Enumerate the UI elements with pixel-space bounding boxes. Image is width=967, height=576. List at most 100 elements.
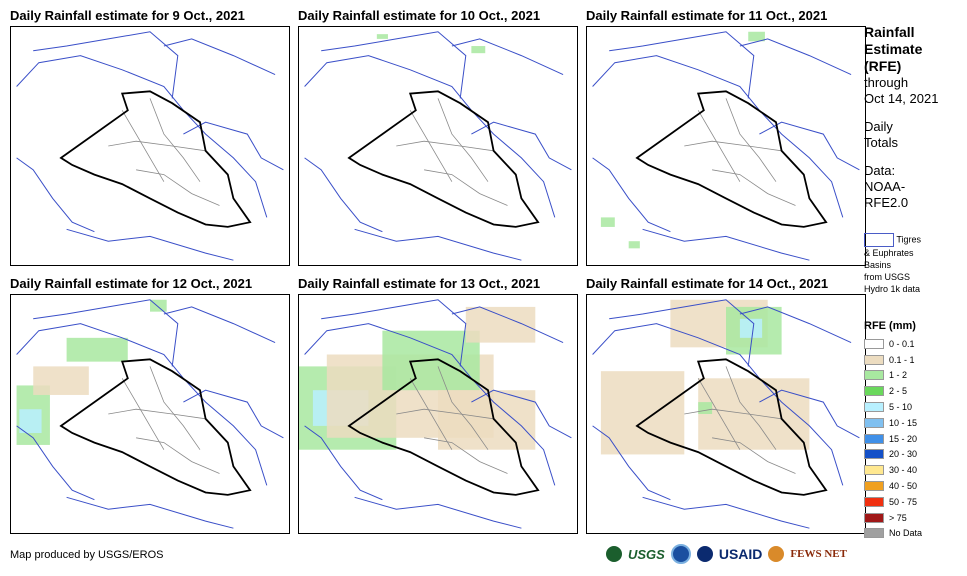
basin-boundary [321,299,467,367]
province-boundary [409,378,453,450]
rainfall-area [698,402,713,414]
map-frame [298,26,578,266]
province-boundary [424,437,508,474]
province-boundary [136,169,220,206]
fews-emblem-icon [768,546,785,562]
basin-line-1: Tigres [896,234,922,245]
rfe-swatch [864,402,884,413]
rfe-legend-item: 20 - 30 [864,447,922,463]
map-panel-title: Daily Rainfall estimate for 14 Oct., 202… [586,276,829,291]
basin-boundary [16,323,268,486]
through-date: Oct 14, 2021 [864,91,939,106]
province-boundary [697,378,741,450]
province-boundary [108,140,206,152]
usgs-emblem-icon [606,546,622,562]
province-boundary [684,140,782,152]
basin-boundary [592,425,671,501]
basin-boundary [354,228,522,261]
rainfall-area [600,217,615,227]
province-boundary [396,408,494,420]
legend-title-line-1: Rainfall [864,24,915,40]
province-boundary [697,110,741,182]
rfe-legend-item: 0 - 0.1 [864,336,922,352]
province-boundary [409,110,453,182]
country-boundary [347,90,540,228]
basin-boundary [163,38,276,76]
country-boundary [59,358,252,496]
basin-line-3: Basins [864,260,892,270]
province-boundary [149,366,201,450]
basin-boundary [471,389,572,439]
province-boundary [121,378,165,450]
basin-boundary [739,38,852,76]
rfe-legend-title: RFE (mm) [864,320,916,332]
map-frame [298,294,578,534]
province-boundary [437,98,489,182]
data-source-2: RFE2.0 [864,195,909,210]
rfe-label: 1 - 2 [889,370,908,381]
province-boundary [149,98,201,182]
basin-boundary [183,389,284,439]
province-boundary [684,408,782,420]
province-boundary [725,98,777,182]
basin-line-4: from USGS [864,272,911,282]
rfe-swatch [864,465,884,476]
rfe-swatch [864,496,884,507]
province-boundary [424,169,508,206]
basin-boundary [354,496,522,529]
rfe-legend-item: 30 - 40 [864,462,922,478]
rfe-label: 40 - 50 [889,481,918,492]
rfe-legend-item: 10 - 15 [864,415,922,431]
rfe-label: 15 - 20 [889,433,918,444]
rainfall-area [471,46,486,54]
rfe-label: No Data [889,528,923,539]
map-frame [586,294,866,534]
basin-boundary [759,389,860,439]
legend-title-line-3: (RFE) [864,58,902,74]
rainfall-area [33,366,89,395]
rainfall-area [438,390,536,450]
basin-boundary [33,31,179,99]
rfe-swatch [864,338,884,349]
usgs-logo: USGS [628,546,665,562]
rainfall-area [748,31,765,42]
rainfall-map [592,31,860,261]
basin-boundary [66,228,234,261]
basin-boundary [642,496,810,529]
rfe-legend-item: 50 - 75 [864,494,922,510]
rainfall-area [19,409,42,434]
basin-boundary [16,55,268,218]
map-panel-title: Daily Rainfall estimate for 11 Oct., 202… [586,8,828,23]
basin-boundary [66,496,234,529]
rfe-legend-item: 0.1 - 1 [864,352,922,368]
basin-line-5: Hydro 1k data [864,284,921,294]
map-frame [10,26,290,266]
country-boundary [635,358,828,496]
basin-boundary [183,121,284,171]
rainfall-map [304,31,572,261]
rfe-label: 50 - 75 [889,496,918,507]
basin-legend: Tigres & Euphrates Basins from USGS Hydr… [864,233,967,295]
rfe-swatch [864,354,884,365]
rfe-swatch [864,481,884,492]
basin-boundary [592,323,844,486]
rainfall-map [16,31,284,261]
rainfall-area [698,378,810,450]
rfe-legend-item: 5 - 10 [864,399,922,415]
rfe-swatch [864,386,884,397]
rfe-label: 10 - 15 [889,417,918,428]
partner-logos: USGS USAID FEWS NET [606,544,847,564]
basin-boundary [592,157,671,233]
rfe-legend-item: 40 - 50 [864,478,922,494]
rainfall-map [592,299,860,529]
rainfall-area [150,299,167,312]
basin-boundary [33,299,179,367]
map-panel-title: Daily Rainfall estimate for 10 Oct., 202… [298,8,541,23]
rfe-label: 0.1 - 1 [889,354,915,365]
rfe-swatch [864,449,884,460]
province-boundary [712,169,796,206]
basin-boundary [16,157,95,233]
rfe-swatch [864,370,884,381]
rfe-label: > 75 [889,512,907,523]
map-panel-title: Daily Rainfall estimate for 13 Oct., 202… [298,276,541,291]
